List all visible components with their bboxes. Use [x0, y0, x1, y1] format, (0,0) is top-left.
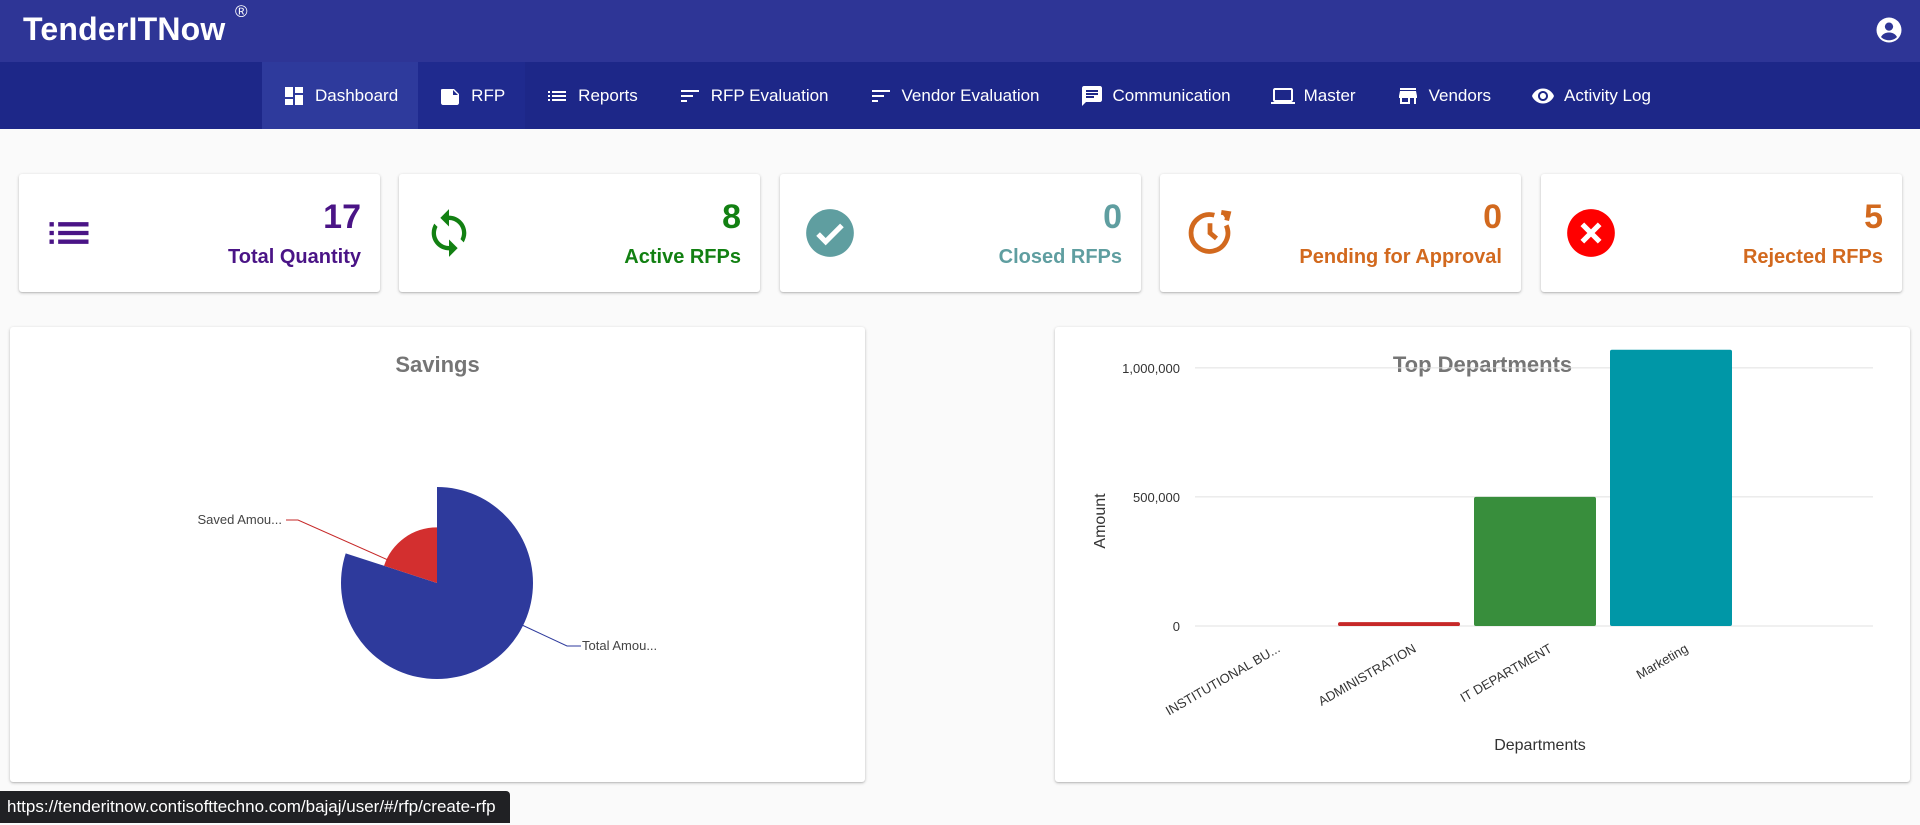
stat-label: Active RFPs	[624, 246, 741, 268]
nav-rfp[interactable]: RFP	[418, 62, 526, 129]
stat-card-active-rfps[interactable]: 8 Active RFPs	[399, 174, 760, 292]
check-circle-icon	[806, 209, 854, 257]
nav-communication[interactable]: Communication	[1060, 62, 1251, 129]
pie-leader-saved	[286, 519, 389, 561]
stat-value: 5	[1864, 198, 1883, 236]
stat-card-rejected-rfps[interactable]: 5 Rejected RFPs	[1541, 174, 1902, 292]
pie-label-saved: Saved Amou...	[197, 512, 282, 527]
stat-value: 8	[722, 198, 741, 236]
nav-dashboard[interactable]: Dashboard	[262, 62, 419, 129]
pie-leader-total	[521, 624, 581, 647]
stat-value: 0	[1483, 198, 1502, 236]
nav-label: RFP Evaluation	[710, 85, 829, 105]
departments-panel: Top Departments 0 500,000 1,000,000 INSTIT…	[1055, 327, 1910, 782]
sync-icon	[431, 209, 467, 257]
pie-slice-saved[interactable]	[384, 527, 437, 583]
stat-label: Pending for Approval	[1299, 246, 1502, 268]
list-icon	[49, 222, 89, 244]
y-tick-label: 0	[1173, 619, 1180, 634]
nav-label: Dashboard	[315, 85, 399, 105]
nav-label: Master	[1303, 85, 1356, 105]
savings-title: Savings	[395, 352, 480, 377]
x-tick-label: INSTITUTIONAL BU...	[1163, 641, 1283, 719]
note-icon	[441, 88, 460, 105]
bar-1[interactable]	[1338, 622, 1460, 626]
stat-card-closed-rfps[interactable]: 0 Closed RFPs	[780, 174, 1141, 292]
sort-icon	[871, 89, 890, 102]
stat-label: Closed RFPs	[998, 246, 1122, 268]
bar-3[interactable]	[1610, 349, 1732, 626]
nav-label: Vendor Evaluation	[901, 85, 1040, 105]
departments-title: Top Departments	[1392, 352, 1573, 377]
pie-label-total: Total Amou...	[582, 638, 657, 653]
status-bar-url: https://tenderitnow.contisofttechno.com/…	[0, 791, 510, 823]
nav-reports[interactable]: Reports	[525, 62, 658, 129]
nav-vendor-evaluation[interactable]: Vendor Evaluation	[849, 62, 1060, 129]
stat-label: Rejected RFPs	[1742, 246, 1883, 268]
brand-name: TenderITNow	[23, 11, 226, 47]
nav-master[interactable]: Master	[1251, 62, 1376, 129]
stat-card-total-quantity[interactable]: 17 Total Quantity	[19, 174, 380, 292]
nav-activity-log[interactable]: Activity Log	[1511, 62, 1671, 129]
y-tick-label: 1,000,000	[1122, 361, 1180, 376]
eye-icon	[1531, 88, 1554, 103]
main-nav: Dashboard RFP Reports RFP Evaluation Ven…	[0, 62, 1920, 129]
clock-alert-icon	[1188, 210, 1232, 254]
bar-2[interactable]	[1474, 496, 1596, 626]
stat-value: 0	[1103, 198, 1122, 236]
savings-pie-chart: Saved Amou... Total Amou...	[197, 487, 657, 679]
nav-label: Vendors	[1428, 85, 1491, 105]
x-tick-label: IT DEPARTMENT	[1458, 641, 1555, 706]
account-circle-icon[interactable]	[1874, 15, 1904, 45]
cancel-icon	[1567, 209, 1615, 257]
brand-logo[interactable]: TenderITNow ®	[23, 2, 248, 48]
x-axis-label: Departments	[1494, 737, 1586, 754]
nav-label: Reports	[578, 85, 638, 105]
y-axis-label: Amount	[1092, 493, 1109, 549]
nav-label: Activity Log	[1563, 85, 1651, 105]
store-icon	[1398, 87, 1417, 104]
nav-vendors[interactable]: Vendors	[1376, 62, 1511, 129]
y-tick-label: 500,000	[1133, 490, 1180, 505]
stat-value: 17	[323, 198, 361, 236]
stat-card-pending-approval[interactable]: 0 Pending for Approval	[1160, 174, 1521, 292]
departments-bar-chart: 0 500,000 1,000,000 INSTITUTIONAL BU... ADM…	[1092, 349, 1873, 754]
stat-label: Total Quantity	[228, 246, 361, 268]
savings-panel: Savings Saved Amou... Total Amou...	[10, 327, 865, 782]
brand-registered-mark: ®	[235, 2, 248, 21]
nav-label: Communication	[1112, 85, 1231, 105]
laptop-icon	[1270, 87, 1295, 104]
top-bar: TenderITNow ®	[0, 0, 1920, 62]
sort-icon	[680, 89, 699, 102]
nav-label: RFP	[471, 85, 506, 105]
nav-rfp-evaluation[interactable]: RFP Evaluation	[658, 62, 849, 129]
dashboard-icon	[285, 86, 303, 105]
x-tick-label: Marketing	[1634, 641, 1691, 683]
list-icon	[548, 90, 567, 101]
chat-icon	[1081, 85, 1102, 106]
x-tick-label: ADMINISTRATION	[1316, 641, 1419, 709]
